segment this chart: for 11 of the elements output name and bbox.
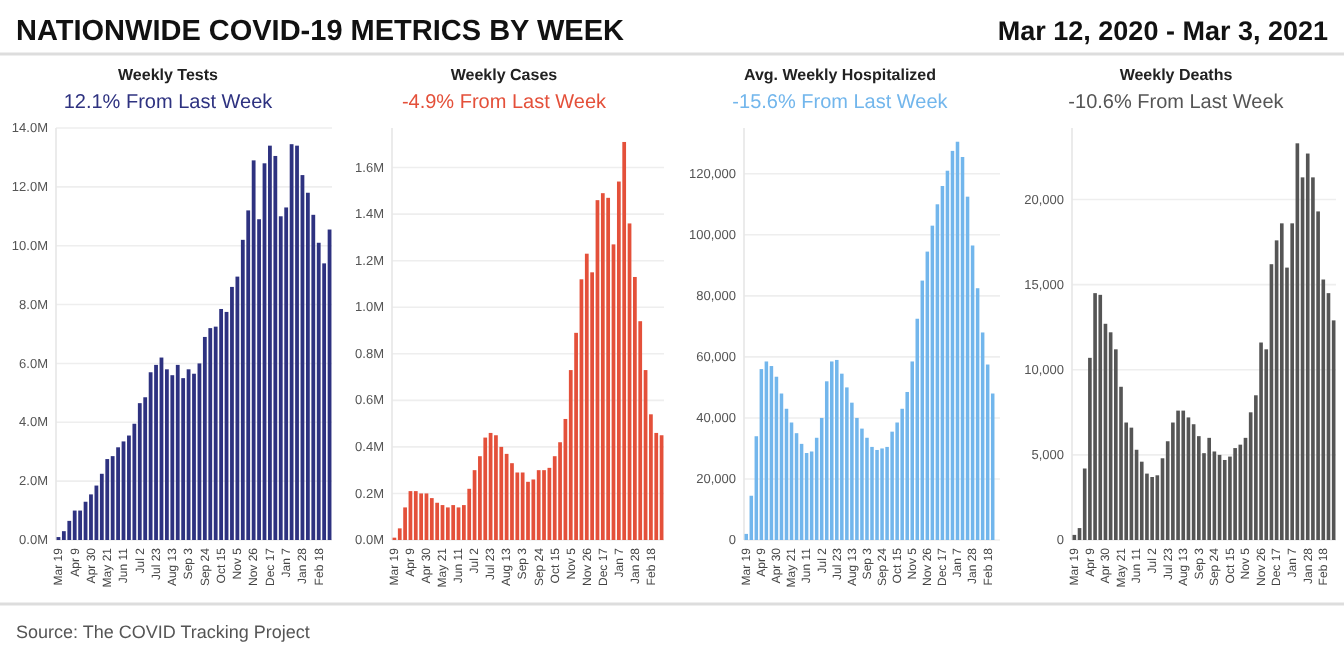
chart-title: Avg. Weekly Hospitalized <box>743 66 937 84</box>
text: NATIONWIDE COVID-19 METRICS BY WEEK <box>16 16 626 48</box>
chart-subtitle: -10.6% From Last Week <box>1068 92 1286 114</box>
chart-title: Weekly Tests <box>118 66 220 84</box>
chart-subtitle: -15.6% From Last Week <box>732 92 950 114</box>
source-note: Source: The COVID Tracking Project <box>16 622 311 642</box>
chart-subtitle: 12.1% From Last Week <box>63 92 275 114</box>
chart-title: Weekly Deaths <box>1119 66 1234 84</box>
chart-subtitle: -4.9% From Last Week <box>401 92 609 114</box>
text: Mar 12, 2020 - Mar 3, 2021 <box>997 16 1329 46</box>
chart-title: Weekly Cases <box>450 66 559 84</box>
